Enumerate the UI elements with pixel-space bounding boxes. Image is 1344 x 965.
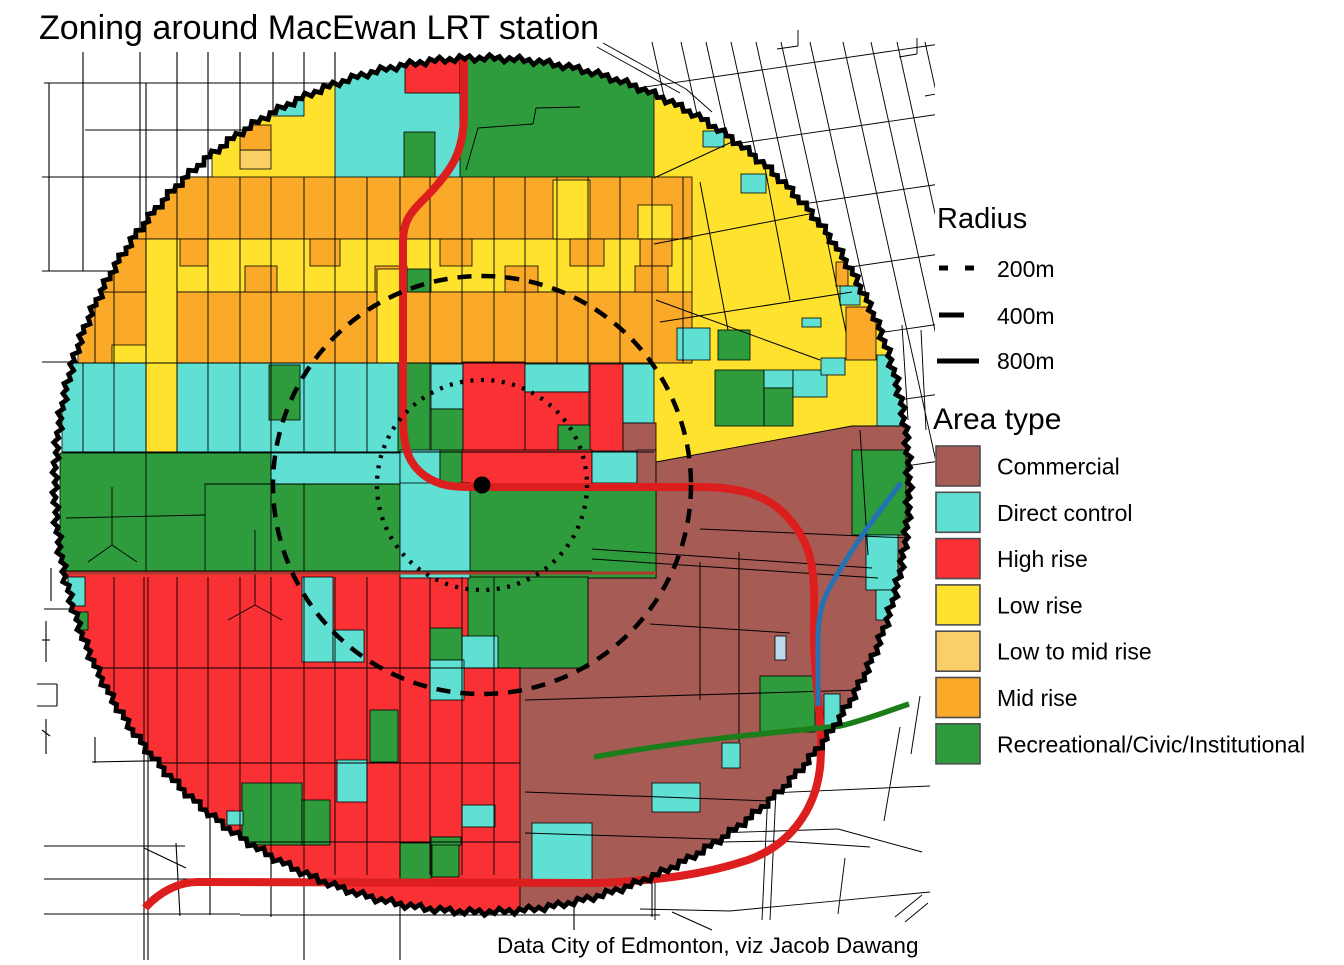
svg-text:High rise: High rise [997,546,1088,572]
svg-text:Area type: Area type [933,403,1061,436]
svg-text:Low rise: Low rise [997,592,1083,618]
svg-text:Recreational/Civic/Institution: Recreational/Civic/Institutional [997,731,1305,757]
svg-text:Radius: Radius [937,203,1027,235]
svg-text:400m: 400m [997,303,1055,329]
svg-text:800m: 800m [997,348,1055,374]
svg-text:Mid rise: Mid rise [997,685,1078,711]
svg-text:200m: 200m [997,256,1055,282]
svg-text:Commercial: Commercial [997,454,1120,480]
svg-text:Zoning around MacEwan LRT stat: Zoning around MacEwan LRT station [39,9,599,47]
svg-text:Direct control: Direct control [997,500,1132,526]
svg-text:Data City of Edmonton, viz Jac: Data City of Edmonton, viz Jacob Dawang [497,933,918,958]
svg-text:Low to mid rise: Low to mid rise [997,639,1152,665]
